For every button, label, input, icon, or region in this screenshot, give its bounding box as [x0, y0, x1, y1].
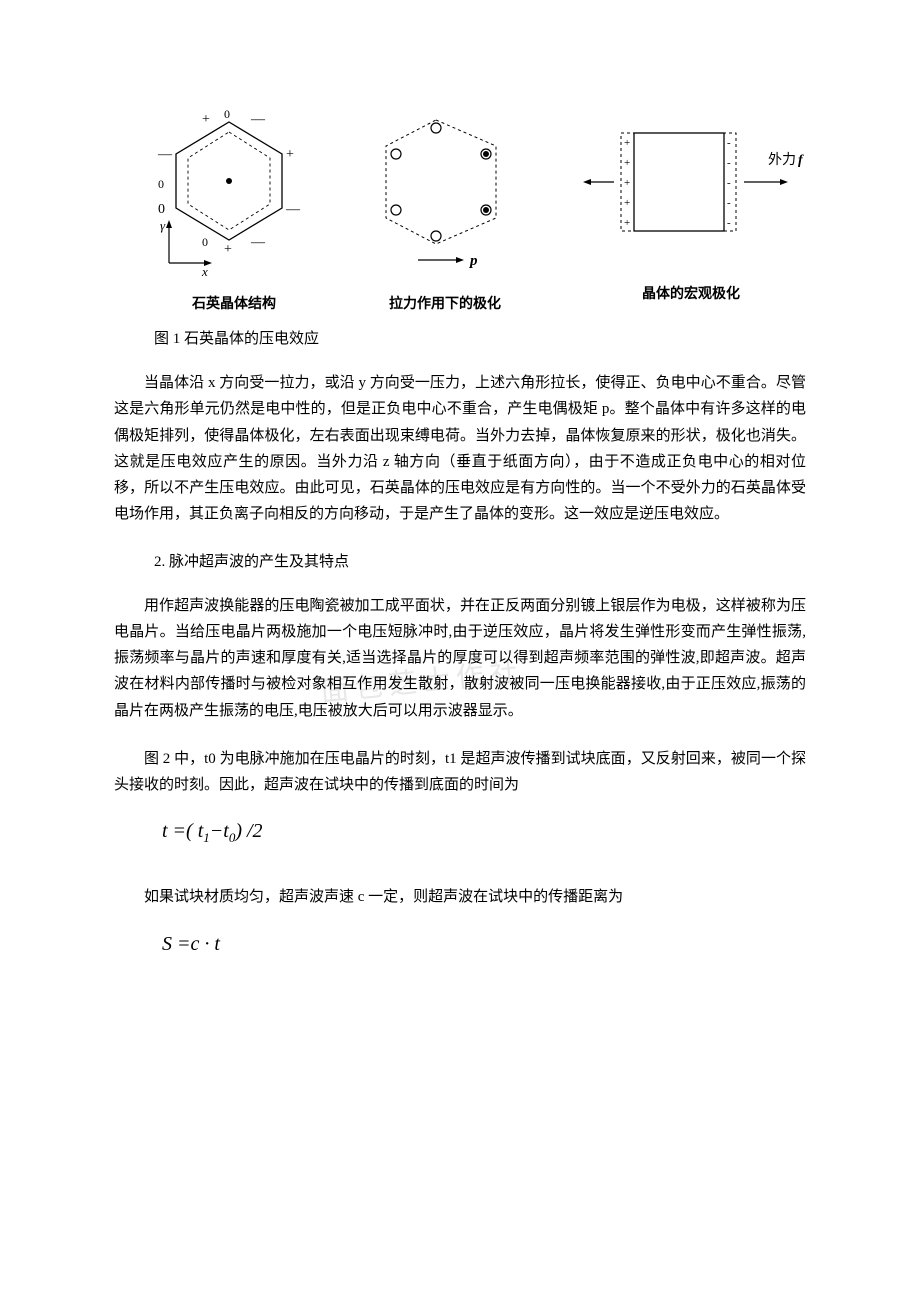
diagram1-label: 石英晶体结构 [192, 293, 276, 313]
svg-text:+: + [624, 217, 630, 229]
figure-1-diagrams: γ x 0 + — + — 0 — 0 + — 0 石英 [114, 108, 806, 313]
paragraph-4: 如果试块材质均匀，超声波声速 c 一定，则超声波在试块中的传播距离为 [114, 884, 806, 910]
svg-text:+: + [224, 242, 232, 257]
svg-text:p: p [468, 253, 478, 269]
svg-text:-: - [727, 157, 731, 169]
svg-text:+: + [624, 197, 630, 209]
svg-text:—: — [285, 202, 301, 217]
polarization-svg: p [368, 108, 523, 283]
svg-text:外力: 外力 [768, 152, 796, 168]
svg-text:-: - [727, 177, 731, 189]
svg-text:-: - [727, 217, 731, 229]
svg-text:-: - [727, 197, 731, 209]
svg-text:0: 0 [158, 177, 164, 191]
quartz-svg: γ x 0 + — + — 0 — 0 + — 0 [154, 108, 314, 283]
formula-1-text: t =( t1−t0) /2 [162, 820, 263, 842]
formula-2: S =c · t [162, 933, 806, 956]
formula-1: t =( t1−t0) /2 [162, 820, 806, 846]
svg-text:+: + [202, 112, 210, 127]
svg-text:+: + [624, 157, 630, 169]
svg-text:x: x [201, 264, 208, 279]
svg-text:+: + [624, 137, 630, 149]
diagram2-label: 拉力作用下的极化 [389, 293, 501, 313]
svg-text:—: — [250, 112, 266, 127]
svg-text:—: — [157, 147, 173, 162]
svg-text:f: f [798, 153, 804, 168]
diagram3-label: 晶体的宏观极化 [642, 283, 740, 303]
svg-text:+: + [286, 147, 294, 162]
figure-1-caption: 图 1 石英晶体的压电效应 [154, 327, 806, 348]
svg-text:+: + [624, 177, 630, 189]
svg-text:0: 0 [158, 202, 165, 217]
svg-text:-: - [727, 137, 731, 149]
formula-2-text: S =c · t [162, 933, 220, 955]
svg-text:—: — [250, 235, 266, 250]
figure-1: γ x 0 + — + — 0 — 0 + — 0 石英 [114, 108, 806, 348]
paragraph-3: 图 2 中，t0 为电脉冲施加在压电晶片的时刻，t1 是超声波传播到试块底面，又… [114, 746, 806, 799]
diagram-polarization: p 拉力作用下的极化 [368, 108, 523, 313]
section-heading-2: 2. 脉冲超声波的产生及其特点 [154, 550, 806, 571]
svg-text:0: 0 [224, 108, 230, 121]
diagram-quartz-structure: γ x 0 + — + — 0 — 0 + — 0 石英 [154, 108, 314, 313]
svg-text:0: 0 [202, 235, 208, 249]
diagram-macro-polarization: + + + + + - - - - - 外力 f 晶体的宏观极化 [576, 118, 806, 303]
svg-text:γ: γ [160, 218, 166, 233]
paragraph-1: 当晶体沿 x 方向受一拉力，或沿 y 方向受一压力，上述六角形拉长，使得正、负电… [114, 370, 806, 528]
macro-svg: + + + + + - - - - - 外力 f [576, 118, 806, 273]
paragraph-2: 用作超声波换能器的压电陶瓷被加工成平面状，并在正反两面分别镀上银层作为电极，这样… [114, 593, 806, 724]
